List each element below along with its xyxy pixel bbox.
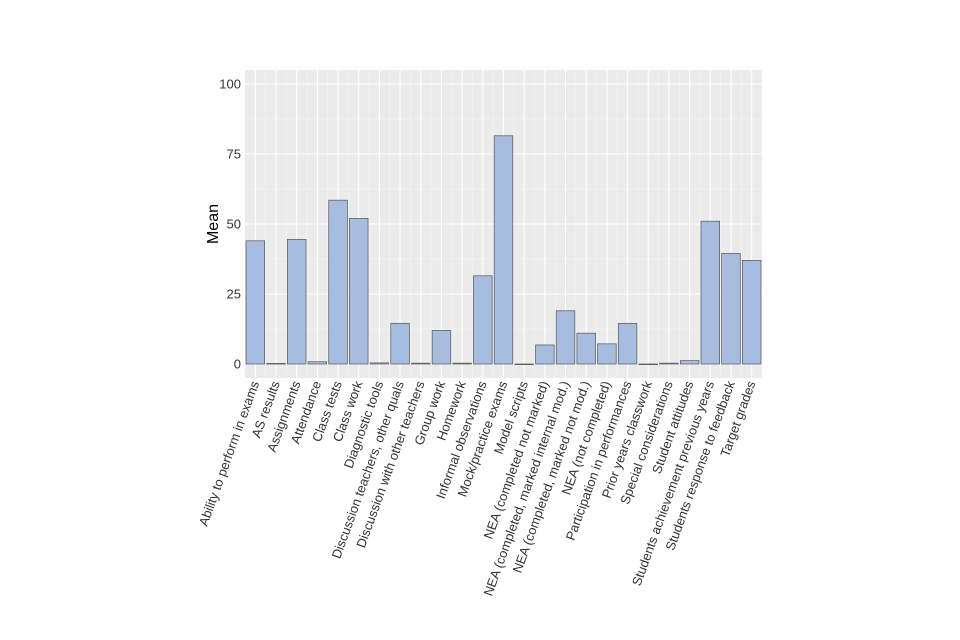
bar [266,363,286,365]
bar [245,240,265,365]
bar [493,135,514,365]
bar [700,220,720,365]
y-tick-label: 50 [227,217,241,232]
bar [638,363,658,365]
bar [617,323,638,365]
y-tick-label: 100 [219,77,241,92]
y-tick-label: 0 [234,357,241,372]
y-axis-ticks: 0 25 50 75 100 [219,77,241,372]
bar [535,344,555,365]
bar [369,362,390,365]
bar [576,332,596,365]
y-tick-label: 25 [227,287,241,302]
bar [307,361,328,365]
bar [742,260,762,365]
x-tick-label: Ability to perform in exams [196,378,263,528]
bar [659,362,679,365]
bars [245,135,762,365]
bar [597,343,617,365]
bar [328,199,348,365]
bar [514,363,534,365]
bar [555,310,576,365]
bar [390,323,410,365]
bar [431,330,452,365]
bar [473,275,493,365]
bar [287,239,307,365]
bar [452,362,472,365]
y-tick-label: 75 [227,147,241,162]
bar [349,218,369,365]
bar [679,360,700,365]
bar [721,253,741,365]
y-axis-title: Mean [205,204,222,244]
bar [411,362,431,365]
